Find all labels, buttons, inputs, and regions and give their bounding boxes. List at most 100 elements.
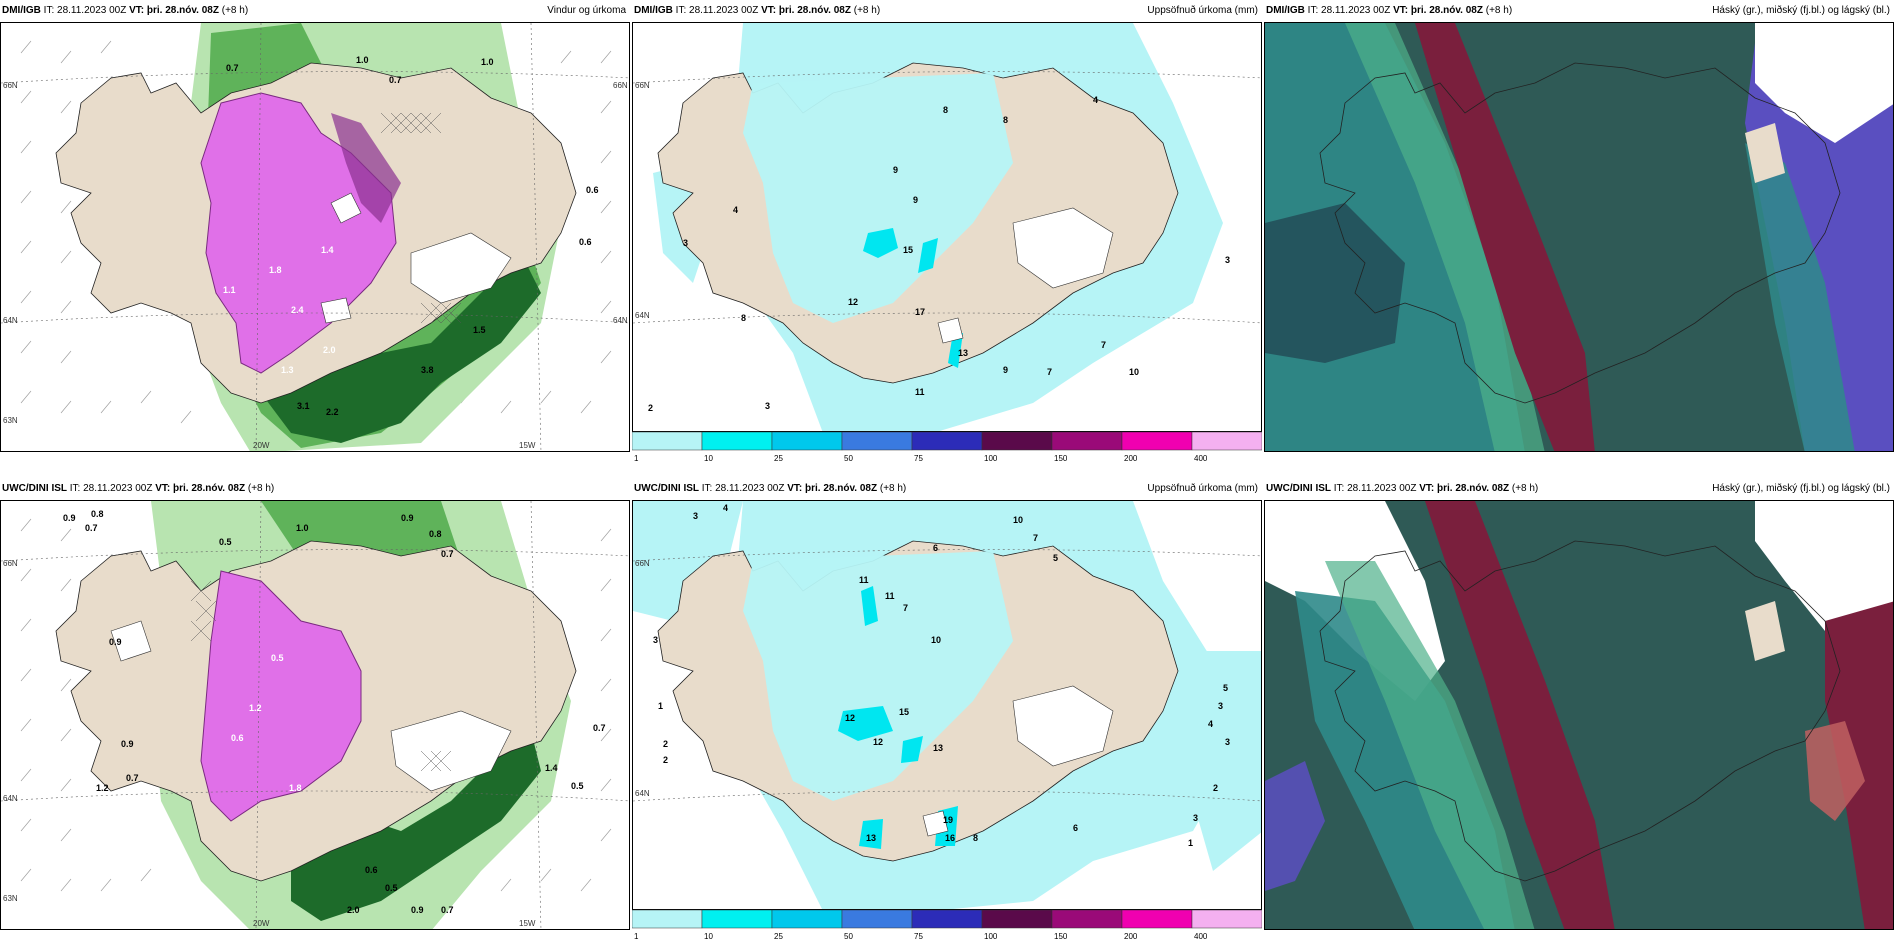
- cloud-white-area: [1755, 501, 1893, 631]
- vt-label: VT:: [155, 483, 171, 494]
- colorbar-swatch: [1051, 431, 1123, 451]
- colorbar-label: 25: [774, 454, 783, 463]
- glacier: [330, 192, 362, 224]
- value-label: 5: [1223, 683, 1228, 693]
- panel-title: Háský (gr.), miðský (fj.bl.) og lágský (…: [1712, 483, 1890, 494]
- panel-header: DMI/IGB IT: 28.11.2023 00Z VT: þri. 28.n…: [632, 0, 1262, 22]
- colorbar-swatch: [1121, 431, 1193, 451]
- map-clouds[interactable]: [1264, 22, 1894, 452]
- panel-title: Vindur og úrkoma: [547, 5, 626, 16]
- panel-clouds-uwc: UWC/DINI ISL IT: 28.11.2023 00Z VT: þri.…: [1264, 478, 1894, 950]
- value-label: 0.7: [226, 63, 239, 73]
- it-label: IT:: [1307, 5, 1319, 16]
- value-label: 3: [1218, 701, 1223, 711]
- precip-cyan-area: [861, 586, 878, 626]
- land-iceland-outline: [1319, 62, 1841, 404]
- colorbar-labels: 1 10 25 50 75 100 150 200 400: [634, 454, 1208, 463]
- glacier: [410, 232, 512, 304]
- colorbar-label: 150: [1054, 932, 1068, 941]
- value-label: 2: [663, 755, 668, 765]
- lead-time: (+8 h): [221, 5, 249, 16]
- value-label: 3: [653, 635, 658, 645]
- map-accum-precip[interactable]: 66N 64N 8 8 4 9 9 4 15 12 17 13 9 7 7 10…: [632, 22, 1262, 432]
- colorbar-label: 150: [1054, 454, 1068, 463]
- value-label: 9: [913, 195, 918, 205]
- vt-value: þri. 28.nóv. 08Z: [146, 5, 219, 16]
- value-label: 1.0: [481, 57, 494, 67]
- cloud-red-band: [1425, 501, 1615, 929]
- panel-accum-precip-dmi: DMI/IGB IT: 28.11.2023 00Z VT: þri. 28.n…: [632, 0, 1262, 472]
- lead-time: (+8 h): [1485, 5, 1513, 16]
- value-label: 0.9: [63, 513, 76, 523]
- map-wind-precip[interactable]: 66N 64N 63N 20W 15W 0.9 0.8 0.7 0.5 1.0 …: [0, 500, 630, 930]
- colorbar-swatches: [632, 909, 1262, 929]
- value-label: 1: [658, 701, 663, 711]
- lon-label: 15W: [519, 919, 536, 928]
- precip-magenta-area: [331, 113, 401, 223]
- glacier: [1012, 207, 1114, 289]
- map-graphic: [1265, 23, 1893, 451]
- precip-light-over-land: [743, 551, 1013, 801]
- value-label: 0.7: [441, 549, 454, 559]
- panel-title: Uppsöfnuð úrkoma (mm): [1147, 483, 1258, 494]
- value-label: 1.0: [356, 55, 369, 65]
- panel-header: UWC/DINI ISL IT: 28.11.2023 00Z VT: þri.…: [632, 478, 1262, 500]
- value-label: 13: [933, 743, 943, 753]
- value-label: 11: [859, 575, 869, 585]
- cloud-orange-right: [1805, 721, 1865, 821]
- value-label: 10: [1013, 515, 1023, 525]
- glacier: [320, 297, 352, 324]
- land-east-patch: [1745, 123, 1785, 183]
- cloud-blue-area: [1745, 23, 1893, 451]
- lead-time: (+8 h): [1511, 483, 1539, 494]
- colorbar-label: 50: [844, 454, 853, 463]
- it-label: IT:: [43, 5, 55, 16]
- it-value: 28.11.2023 00Z: [83, 483, 153, 494]
- value-label: 3: [1225, 737, 1230, 747]
- map-grid: [633, 549, 1261, 802]
- snow-hatch: [380, 112, 462, 324]
- map-clouds[interactable]: [1264, 500, 1894, 930]
- value-label: 1.2: [249, 703, 262, 713]
- value-label: 0.6: [579, 237, 592, 247]
- map-grid: [1, 23, 629, 451]
- value-label: 0.6: [586, 185, 599, 195]
- value-label: 12: [848, 297, 858, 307]
- value-label: 0.5: [219, 537, 232, 547]
- panel-header: UWC/DINI ISL IT: 28.11.2023 00Z VT: þri.…: [0, 478, 630, 500]
- colorbar-label: 50: [844, 932, 853, 941]
- panel-wind-precip-dmi: DMI/IGB IT: 28.11.2023 00Z VT: þri. 28.n…: [0, 0, 630, 472]
- colorbar-graphic: 1 10 25 50 75 100 150 200 400: [632, 909, 1262, 941]
- panel-wind-precip-uwc: UWC/DINI ISL IT: 28.11.2023 00Z VT: þri.…: [0, 478, 630, 950]
- model-source: UWC/DINI ISL: [2, 483, 67, 494]
- value-label: 7: [1033, 533, 1038, 543]
- value-label: 0.9: [121, 739, 134, 749]
- map-wind-precip[interactable]: 66N 64N 63N 66N 64N 20W 15W 0.7 1.0 0.7 …: [0, 22, 630, 452]
- value-label: 3: [683, 238, 688, 248]
- precip-dark-area: [261, 253, 541, 443]
- value-label: 0.6: [231, 733, 244, 743]
- colorbar-swatch: [771, 909, 843, 929]
- map-accum-precip[interactable]: 66N 64N 3 4 10 7 6 5 11 11 7 10 12 15 13…: [632, 500, 1262, 910]
- lat-label: 66N: [635, 559, 650, 568]
- lat-label: 66N: [3, 81, 18, 90]
- value-label: 0.8: [429, 529, 442, 539]
- value-label: 10: [931, 635, 941, 645]
- colorbar-swatch: [1191, 431, 1262, 451]
- model-source: DMI/IGB: [634, 5, 673, 16]
- precip-value-labels: 0.9 0.8 0.7 0.5 1.0 0.9 0.8 0.7 0.9 1.2 …: [63, 509, 606, 915]
- cloud-red-band: [1415, 23, 1595, 451]
- cloud-green-band: [1325, 561, 1535, 929]
- model-source: DMI/IGB: [2, 5, 41, 16]
- colorbar-swatch: [981, 431, 1053, 451]
- precip-value-labels: 8 8 4 9 9 4 15 12 17 13 9 7 7 10 3 8 2 3…: [648, 95, 1230, 413]
- vt-value: þri. 28.nóv. 08Z: [1410, 5, 1483, 16]
- value-label: 9: [893, 165, 898, 175]
- lon-label: 20W: [253, 919, 270, 928]
- colorbar-swatch: [701, 909, 773, 929]
- value-label: 19: [943, 815, 953, 825]
- lead-time: (+8 h): [853, 5, 881, 16]
- vt-value: þri. 28.nóv. 08Z: [1437, 483, 1510, 494]
- vt-label: VT:: [761, 5, 777, 16]
- map-graphic: 66N 64N 3 4 10 7 6 5 11 11 7 10 12 15 13…: [633, 501, 1261, 909]
